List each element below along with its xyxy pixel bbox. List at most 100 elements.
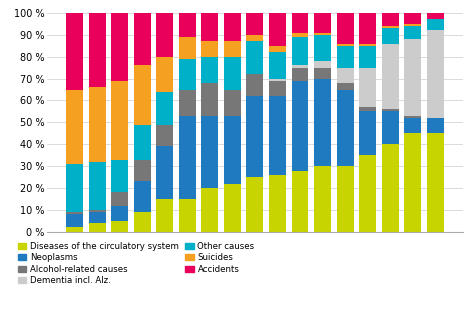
Bar xyxy=(246,74,263,96)
Bar xyxy=(179,90,196,116)
Bar xyxy=(292,33,308,37)
Bar xyxy=(224,90,241,116)
Bar xyxy=(382,144,398,232)
Bar xyxy=(314,13,331,33)
Bar xyxy=(134,13,151,65)
Bar xyxy=(111,160,128,193)
Bar xyxy=(66,214,83,227)
Bar xyxy=(89,212,106,223)
Bar xyxy=(292,37,308,65)
Bar xyxy=(427,13,444,19)
Bar xyxy=(359,68,376,107)
Bar xyxy=(156,13,173,57)
Bar xyxy=(179,199,196,232)
Bar xyxy=(314,61,331,68)
Bar xyxy=(66,227,83,232)
Bar xyxy=(89,162,106,210)
Bar xyxy=(134,182,151,212)
Bar xyxy=(89,87,106,162)
Bar xyxy=(314,79,331,166)
Bar xyxy=(269,175,286,232)
Bar xyxy=(202,13,218,41)
Bar xyxy=(337,46,354,68)
Bar xyxy=(111,81,128,160)
Bar xyxy=(156,199,173,232)
Bar xyxy=(292,65,308,68)
Bar xyxy=(404,13,421,24)
Bar xyxy=(359,155,376,232)
Bar xyxy=(404,24,421,26)
Bar xyxy=(224,57,241,90)
Bar xyxy=(359,107,376,111)
Bar xyxy=(314,68,331,79)
Bar xyxy=(269,96,286,175)
Bar xyxy=(66,13,83,90)
Bar xyxy=(337,166,354,232)
Bar xyxy=(179,37,196,59)
Bar xyxy=(111,193,128,205)
Legend: Diseases of the circulatory system, Neoplasms, Alcohol-related causes, Dementia : Diseases of the circulatory system, Neop… xyxy=(14,238,258,289)
Bar xyxy=(337,83,354,90)
Bar xyxy=(337,43,354,46)
Bar xyxy=(202,83,218,116)
Bar xyxy=(224,13,241,41)
Bar xyxy=(337,13,354,43)
Bar xyxy=(202,41,218,57)
Bar xyxy=(246,35,263,41)
Bar xyxy=(179,116,196,199)
Bar xyxy=(156,57,173,92)
Bar xyxy=(404,26,421,39)
Bar xyxy=(292,68,308,81)
Bar xyxy=(427,19,444,30)
Bar xyxy=(382,13,398,26)
Bar xyxy=(156,147,173,199)
Bar xyxy=(202,188,218,232)
Bar xyxy=(202,116,218,188)
Bar xyxy=(427,133,444,232)
Bar xyxy=(404,133,421,232)
Bar xyxy=(382,109,398,111)
Bar xyxy=(224,116,241,184)
Bar xyxy=(314,35,331,61)
Bar xyxy=(382,26,398,28)
Bar xyxy=(269,52,286,79)
Bar xyxy=(292,171,308,232)
Bar xyxy=(179,13,196,37)
Bar xyxy=(382,111,398,144)
Bar xyxy=(111,13,128,81)
Bar xyxy=(224,41,241,57)
Bar xyxy=(269,81,286,96)
Bar xyxy=(89,210,106,212)
Bar xyxy=(359,111,376,155)
Bar xyxy=(156,125,173,147)
Bar xyxy=(134,212,151,232)
Bar xyxy=(404,39,421,116)
Bar xyxy=(269,13,286,46)
Bar xyxy=(246,177,263,232)
Bar xyxy=(246,13,263,35)
Bar xyxy=(202,57,218,83)
Bar xyxy=(427,30,444,118)
Bar xyxy=(382,43,398,109)
Bar xyxy=(427,118,444,133)
Bar xyxy=(404,118,421,133)
Bar xyxy=(292,81,308,171)
Bar xyxy=(66,212,83,214)
Bar xyxy=(66,164,83,212)
Bar xyxy=(314,33,331,35)
Bar xyxy=(156,92,173,125)
Bar xyxy=(359,46,376,68)
Bar xyxy=(246,41,263,74)
Bar xyxy=(382,28,398,43)
Bar xyxy=(179,59,196,90)
Bar xyxy=(111,221,128,232)
Bar xyxy=(134,65,151,125)
Bar xyxy=(269,79,286,81)
Bar xyxy=(246,96,263,177)
Bar xyxy=(134,125,151,160)
Bar xyxy=(337,68,354,83)
Bar xyxy=(404,116,421,118)
Bar xyxy=(359,43,376,46)
Bar xyxy=(269,46,286,52)
Bar xyxy=(66,90,83,164)
